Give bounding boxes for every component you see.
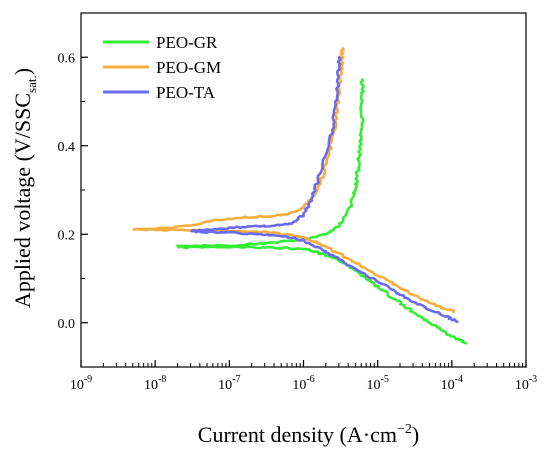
x-tick-label-exponent: -4: [455, 374, 463, 385]
x-axis-title-main: Current density (A·cm: [198, 422, 397, 447]
x-axis-title: Current density (A·cm−2): [198, 422, 419, 447]
x-tick-label-base: 10: [292, 378, 306, 393]
x-tick-label: 10-6: [292, 374, 314, 393]
y-tick-label: 0.2: [58, 228, 76, 243]
series-line-peo-gr: [176, 78, 468, 345]
legend-label-peo-ta: PEO-TA: [156, 83, 216, 102]
y-tick-label: 0.0: [58, 317, 76, 332]
legend-label-peo-gm: PEO-GM: [156, 58, 221, 77]
x-tick-label: 10-8: [144, 374, 166, 393]
x-tick-label-base: 10: [441, 378, 455, 393]
x-tick-label-exponent: -8: [158, 374, 166, 385]
y-tick-label: 0.4: [58, 140, 76, 155]
x-tick-label: 10-7: [218, 374, 240, 393]
x-axis-title-superscript: −2: [397, 422, 412, 437]
y-axis-title-tail: ): [10, 68, 35, 75]
legend-label-peo-gr: PEO-GR: [156, 33, 218, 52]
y-axis-title: Applied voltage (V/SSCsat.): [10, 68, 39, 308]
x-tick-label-base: 10: [144, 378, 158, 393]
x-tick-label-exponent: -7: [232, 374, 240, 385]
y-axis-title-main: Applied voltage (V/SSC: [10, 93, 35, 308]
series-line-peo-ta: [190, 55, 459, 324]
legend: PEO-GR PEO-GM PEO-TA: [103, 33, 221, 102]
x-tick-label: 10-9: [70, 374, 92, 393]
x-tick-label-base: 10: [366, 378, 380, 393]
x-tick-label-base: 10: [218, 378, 232, 393]
x-tick-label-exponent: -6: [306, 374, 314, 385]
x-tick-label-base: 10: [515, 378, 529, 393]
series-line-peo-gm: [132, 47, 456, 314]
ticks-layer: 10-9 10-8 10-7 10-6 10-5 10-4 10-30.00.20.40.6: [58, 12, 537, 393]
x-tick-label: 10-3: [515, 374, 537, 393]
x-axis-title-tail: ): [412, 422, 419, 447]
x-tick-label: 10-5: [366, 374, 388, 393]
x-tick-label-exponent: -5: [380, 374, 388, 385]
x-tick-label-exponent: -3: [529, 374, 537, 385]
x-tick-label-base: 10: [70, 378, 84, 393]
x-tick-label: 10-4: [441, 374, 463, 393]
series-layer: [132, 47, 468, 345]
y-axis-title-subscript: sat.: [24, 75, 39, 93]
y-tick-label: 0.6: [58, 51, 76, 66]
x-tick-label-exponent: -9: [84, 374, 92, 385]
